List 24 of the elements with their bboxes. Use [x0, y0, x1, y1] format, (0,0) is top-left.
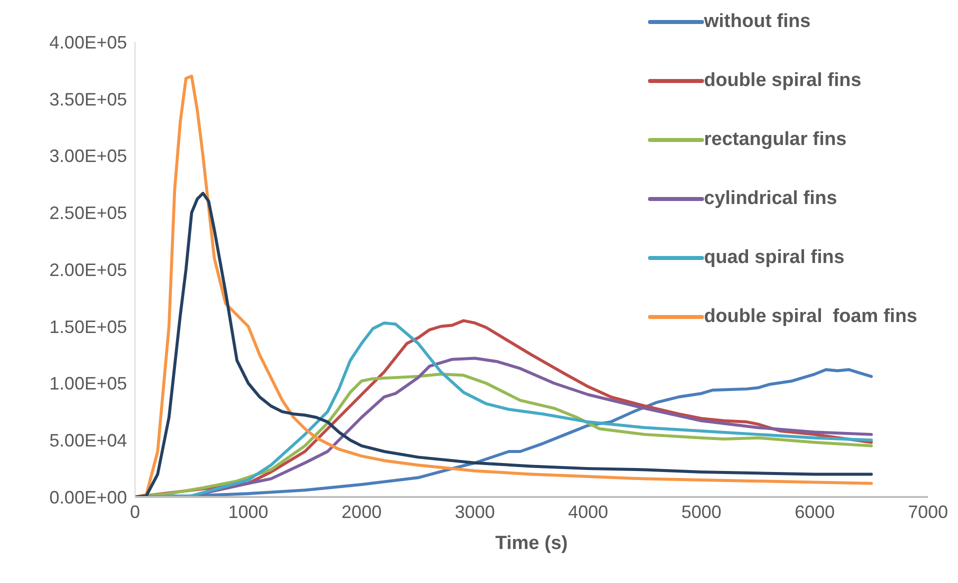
legend-label: double spiral fins: [704, 69, 862, 93]
y-tick-label: 2.00E+05: [49, 260, 127, 280]
x-tick-label: 4000: [568, 502, 608, 522]
y-tick-label: 0.00E+00: [49, 487, 127, 508]
x-tick-label: 2000: [342, 502, 382, 522]
legend-label: without fins: [704, 10, 812, 34]
y-tick-label: 1.00E+05: [49, 374, 127, 394]
y-tick-label: 2.50E+05: [49, 203, 127, 224]
x-axis-title: Time (s): [495, 533, 568, 554]
y-tick-label: 4.00E+05: [49, 32, 127, 52]
x-tick-label: 3000: [454, 502, 495, 522]
y-tick-label: 3.50E+05: [49, 89, 127, 110]
x-tick-label: 7000: [908, 502, 948, 522]
legend-label: double spiral foam fins: [704, 305, 918, 329]
legend-label: quad spiral fins: [704, 246, 846, 270]
x-tick-label: 5000: [681, 502, 722, 522]
y-tick-label: 5.00E+04: [49, 430, 127, 451]
legend-label: rectangular fins: [704, 128, 848, 152]
x-tick-label: 0: [130, 502, 140, 522]
x-tick-label: 6000: [794, 502, 835, 522]
y-tick-label: 1.50E+05: [49, 316, 127, 337]
legend-label: cylindrical fins: [704, 187, 838, 211]
x-tick-label: 1000: [228, 502, 268, 522]
y-tick-label: 3.00E+05: [49, 146, 127, 166]
